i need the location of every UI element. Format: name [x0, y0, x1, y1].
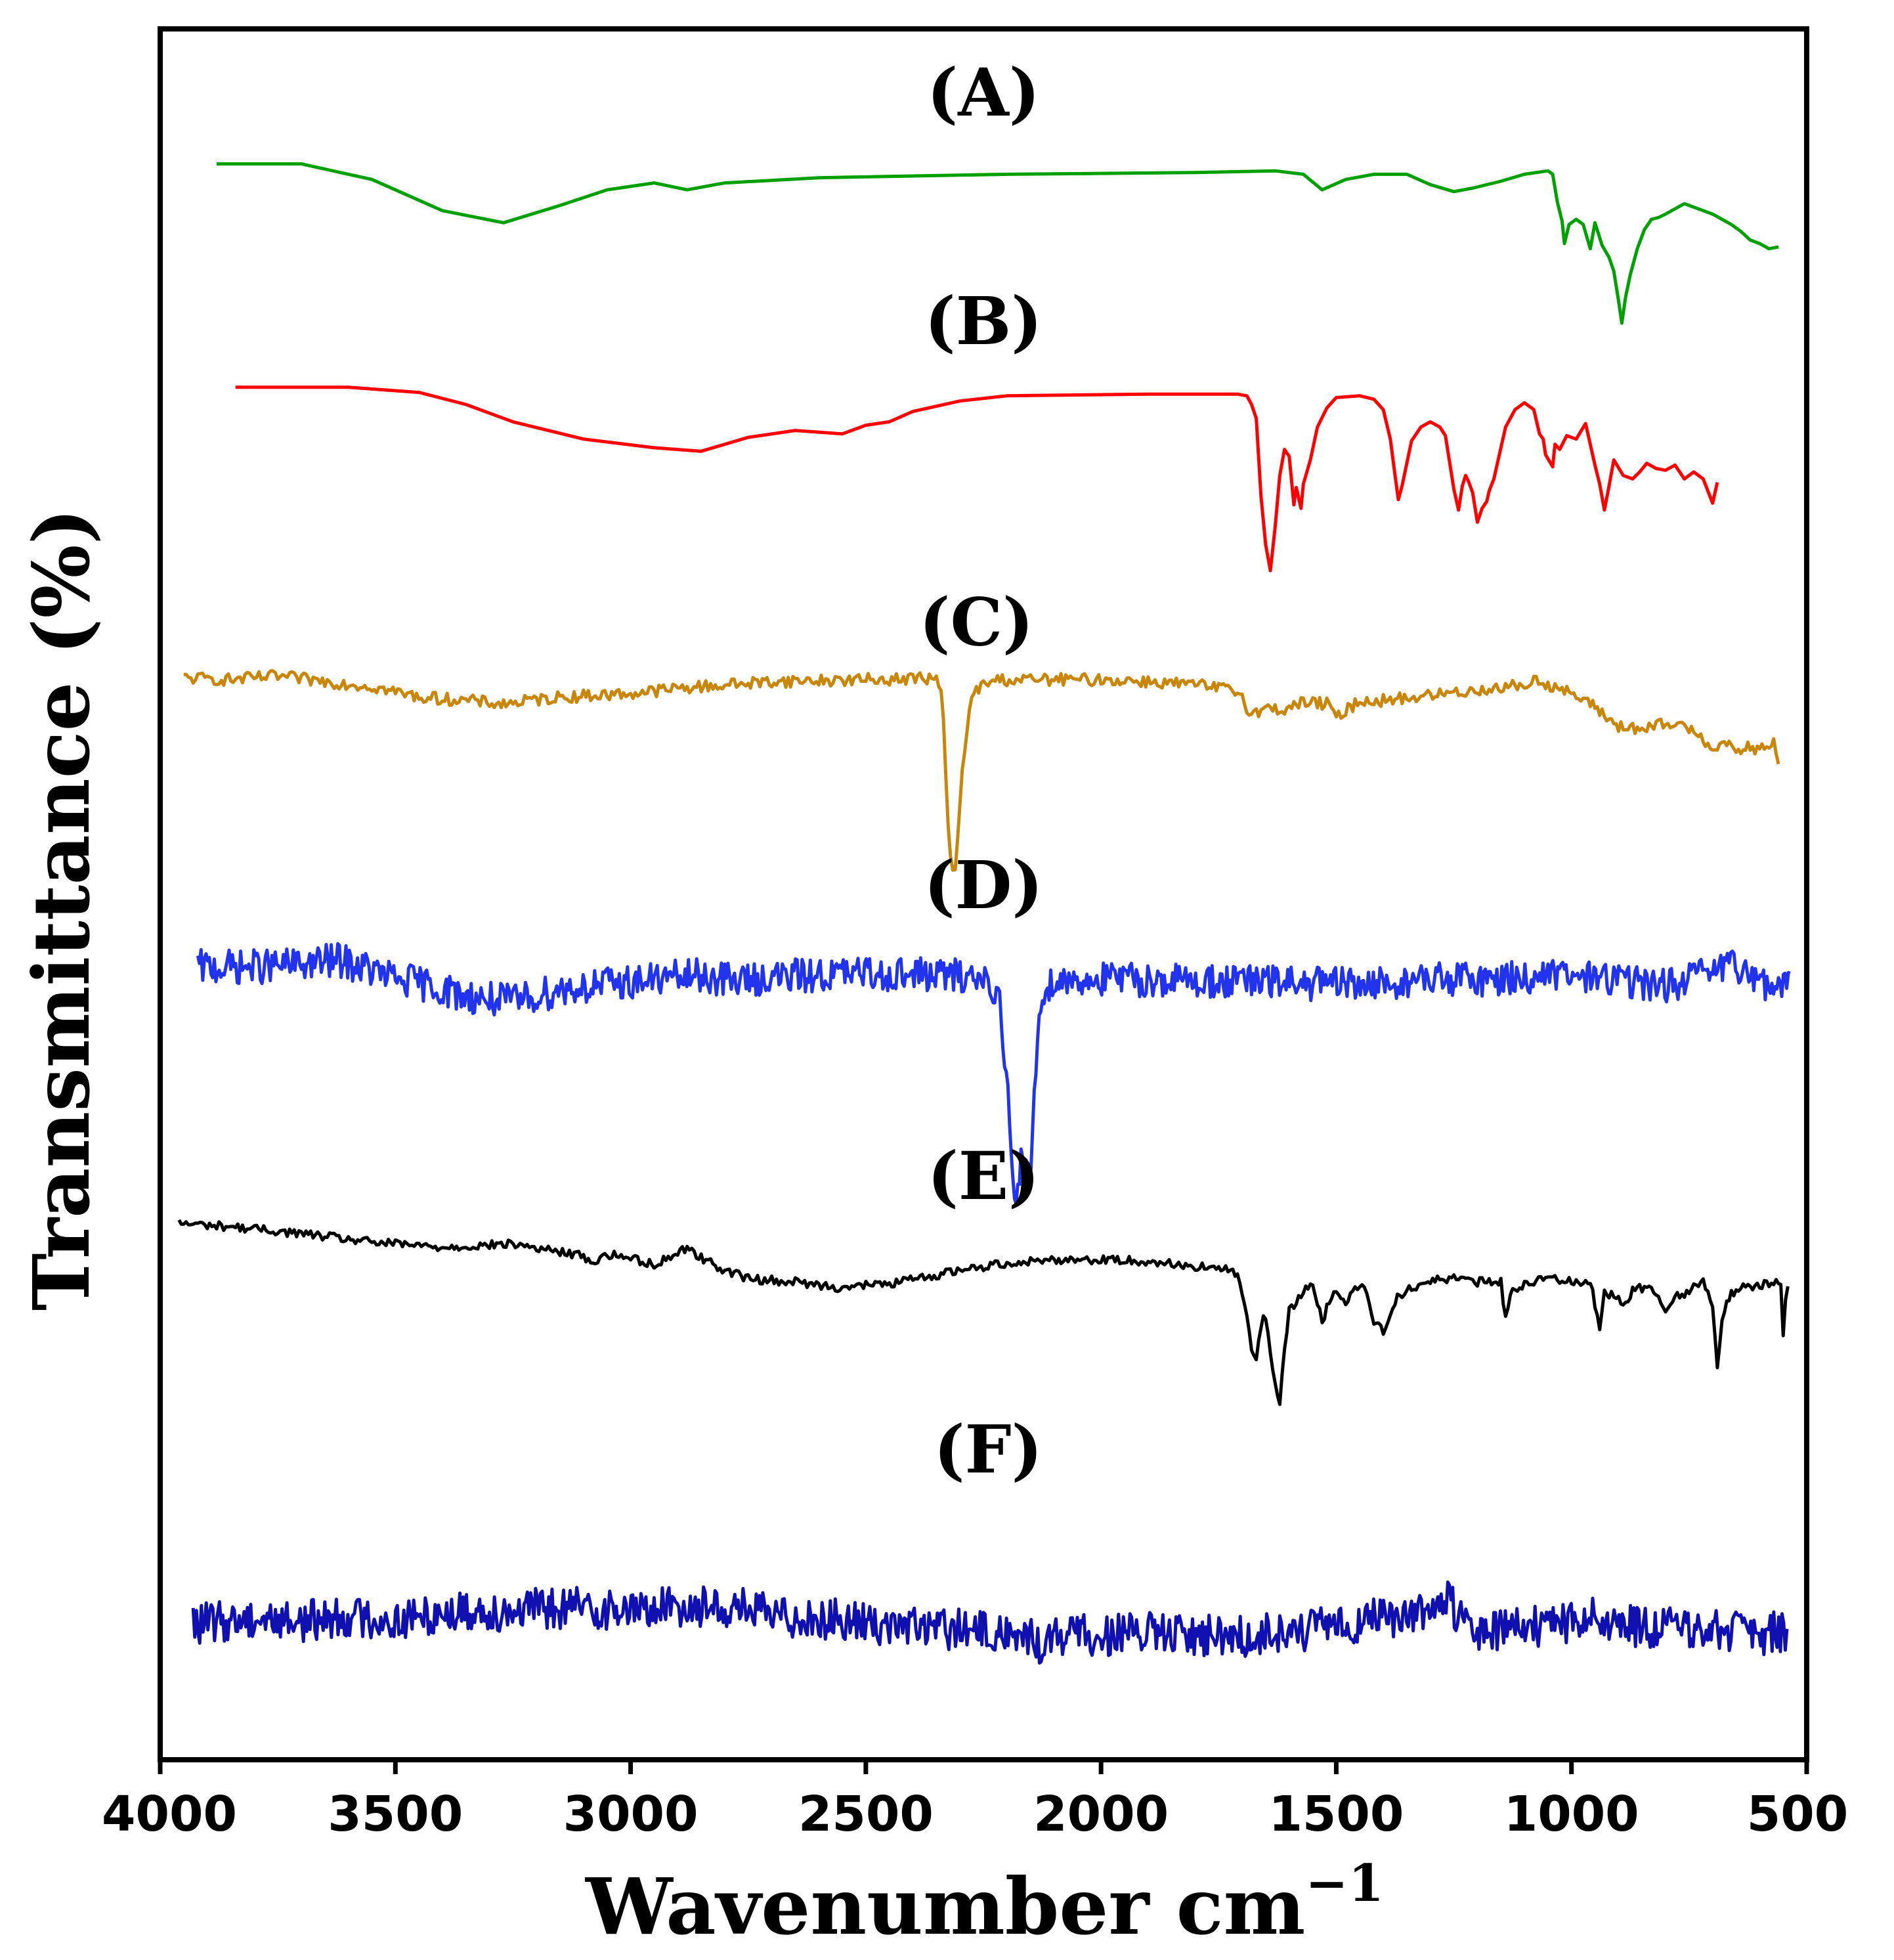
x-tick-label: 4000 — [102, 1786, 237, 1842]
x-axis-title: Wavenumber cm−1 — [584, 1854, 1384, 1952]
x-tick-label: 500 — [1747, 1786, 1848, 1842]
x-axis-title-text: Wavenumber cm — [584, 1861, 1305, 1952]
spectrum-line — [196, 942, 1791, 1206]
y-axis-title: Transmittance (%) — [16, 508, 107, 1311]
series-labels: (A) (B) (C) (D) (E) (F) — [919, 54, 1043, 1489]
series-label: (E) — [928, 1137, 1040, 1215]
x-tick-label: 3000 — [563, 1786, 699, 1842]
x-axis-ticks: 4000 3500 3000 2500 2000 1500 1000 500 — [102, 1760, 1848, 1842]
series-label: (D) — [924, 846, 1043, 924]
spectrum-line — [177, 1219, 1790, 1406]
x-axis-title-superscript: −1 — [1305, 1854, 1384, 1913]
plot-frame — [158, 26, 1809, 1762]
x-tick-label: 1500 — [1268, 1786, 1404, 1842]
spectrum-line — [235, 385, 1719, 573]
spectrum-line — [183, 669, 1780, 872]
series-label: (A) — [927, 54, 1040, 131]
series-label: (B) — [924, 282, 1042, 360]
spectrum-line — [191, 1580, 1789, 1665]
x-tick-label: 2500 — [798, 1786, 934, 1842]
x-tick-label: 1000 — [1504, 1786, 1639, 1842]
series-label: (C) — [919, 583, 1033, 661]
spectrum-line — [217, 162, 1779, 325]
spectra-series — [177, 162, 1791, 1665]
x-tick-label: 2000 — [1033, 1786, 1169, 1842]
x-tick-label: 3500 — [328, 1786, 463, 1842]
series-label: (F) — [934, 1410, 1043, 1488]
